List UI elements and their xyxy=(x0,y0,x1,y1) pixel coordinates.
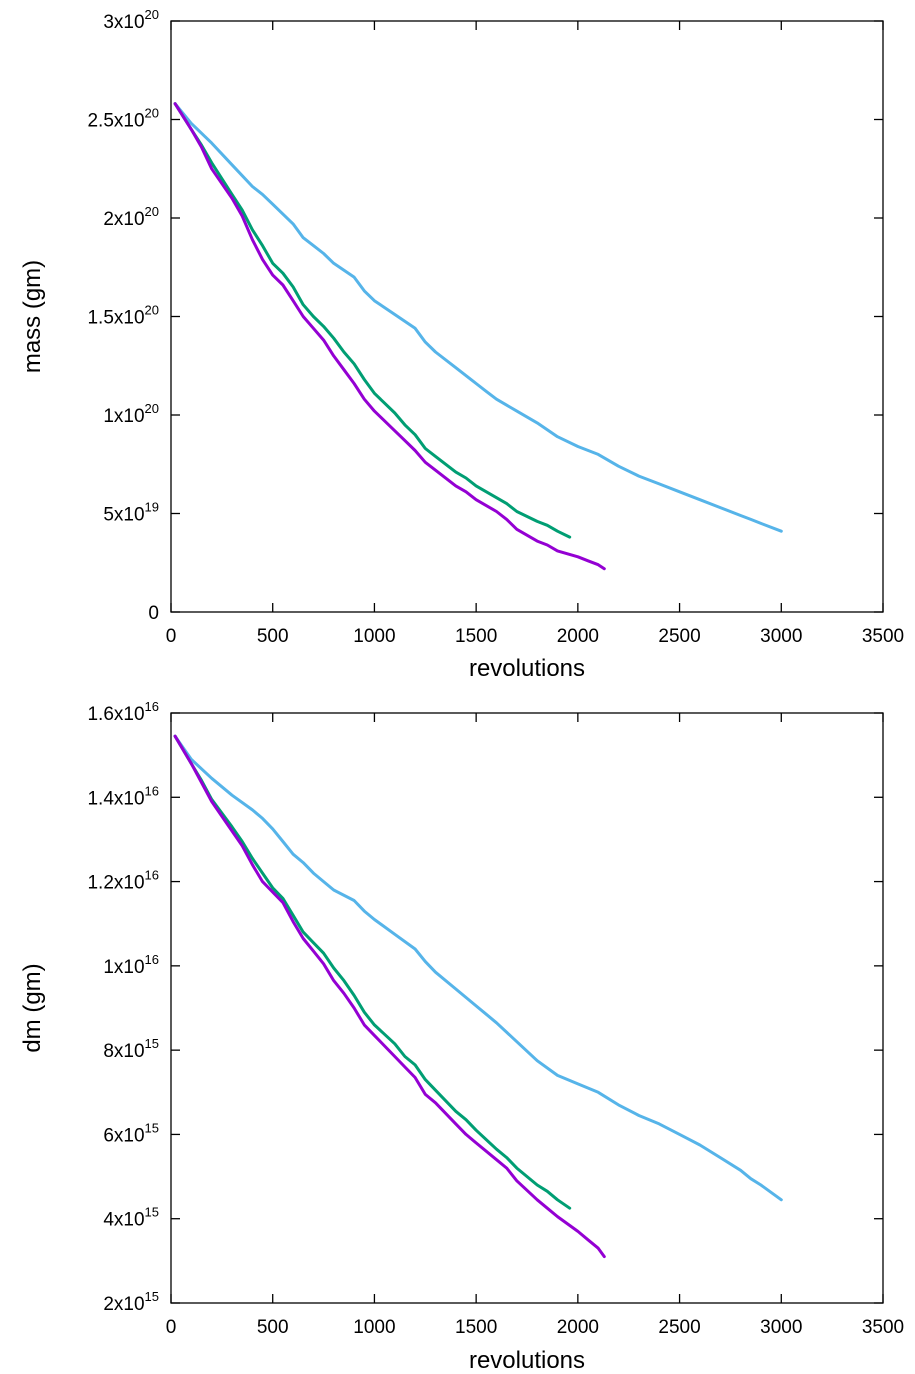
series-line-2 xyxy=(173,734,606,1259)
y-tick-label: 1x1016 xyxy=(103,952,159,978)
x-tick-label: 2500 xyxy=(658,626,700,647)
y-tick-label: 1.5x1020 xyxy=(87,303,159,329)
y-tick-label: 2x1020 xyxy=(103,204,159,230)
y-tick-label: 1x1020 xyxy=(103,401,159,427)
x-axis-label: revolutions xyxy=(469,1347,585,1374)
y-tick-mantissa: 2x10 xyxy=(103,209,144,230)
series-line-0 xyxy=(173,734,783,1202)
y-tick-label: 4x1015 xyxy=(103,1205,159,1231)
y-tick-exponent: 15 xyxy=(145,1036,159,1051)
x-tick-label: 500 xyxy=(257,1317,289,1338)
y-tick-exponent: 19 xyxy=(145,500,159,515)
x-tick-label: 1000 xyxy=(353,1317,395,1338)
y-tick-mantissa: 2.5x10 xyxy=(87,111,144,132)
y-tick-mantissa: 0 xyxy=(148,603,159,624)
y-tick-exponent: 15 xyxy=(145,1289,159,1304)
y-tick-mantissa: 3x10 xyxy=(103,12,144,33)
y-tick-exponent: 16 xyxy=(145,699,159,714)
y-tick-label: 0 xyxy=(148,603,159,624)
y-tick-mantissa: 1.6x10 xyxy=(87,704,144,725)
plot-frame xyxy=(170,712,884,1304)
y-tick-exponent: 15 xyxy=(145,1120,159,1135)
y-tick-label: 2x1015 xyxy=(103,1289,159,1315)
y-tick-mantissa: 1.2x10 xyxy=(87,873,144,894)
x-tick-label: 500 xyxy=(257,626,289,647)
mass-chart: 0 500 1000 1500 2000 2500 3000 350005x10191x102… xyxy=(19,7,904,682)
y-tick-exponent: 20 xyxy=(145,7,159,22)
y-tick-mantissa: 1x10 xyxy=(103,406,144,427)
y-tick-label: 1.2x1016 xyxy=(87,868,159,894)
x-tick-label: 3000 xyxy=(760,626,802,647)
x-tick-label: 2000 xyxy=(557,626,599,647)
y-tick-mantissa: 2x10 xyxy=(103,1294,144,1315)
y-axis-label: dm (gm) xyxy=(19,963,46,1052)
y-tick-exponent: 20 xyxy=(145,106,159,121)
y-tick-label: 2.5x1020 xyxy=(87,106,159,132)
x-tick-label: 3500 xyxy=(862,626,904,647)
y-tick-exponent: 16 xyxy=(145,868,159,883)
y-tick-label: 1.6x1016 xyxy=(87,699,159,725)
x-tick-label: 0 xyxy=(166,1317,177,1338)
y-tick-label: 6x1015 xyxy=(103,1120,159,1146)
series-line-0 xyxy=(173,102,783,533)
dm-chart: 0 500 1000 1500 2000 2500 3000 35002x10154x1015… xyxy=(19,699,904,1374)
x-tick-label: 1500 xyxy=(455,626,497,647)
y-axis-label: mass (gm) xyxy=(19,260,46,373)
x-tick-label: 1000 xyxy=(353,626,395,647)
y-tick-label: 3x1020 xyxy=(103,7,159,33)
x-axis-label: revolutions xyxy=(469,655,585,682)
plot-frame xyxy=(170,20,884,613)
y-tick-label: 5x1019 xyxy=(103,500,159,526)
y-tick-exponent: 16 xyxy=(145,952,159,967)
series-line-1 xyxy=(173,734,572,1210)
series-line-1 xyxy=(173,102,572,539)
y-tick-mantissa: 5x10 xyxy=(103,505,144,526)
y-tick-label: 8x1015 xyxy=(103,1036,159,1062)
y-tick-mantissa: 4x10 xyxy=(103,1210,144,1231)
y-tick-mantissa: 1x10 xyxy=(103,957,144,978)
y-tick-exponent: 20 xyxy=(145,401,159,416)
y-tick-exponent: 16 xyxy=(145,783,159,798)
x-tick-label: 3000 xyxy=(760,1317,802,1338)
y-tick-label: 1.4x1016 xyxy=(87,783,159,809)
x-tick-label: 2000 xyxy=(557,1317,599,1338)
y-tick-mantissa: 1.4x10 xyxy=(87,788,144,809)
x-tick-label: 1500 xyxy=(455,1317,497,1338)
y-tick-exponent: 20 xyxy=(145,303,159,318)
y-tick-exponent: 15 xyxy=(145,1205,159,1220)
y-tick-mantissa: 8x10 xyxy=(103,1041,144,1062)
x-tick-label: 2500 xyxy=(658,1317,700,1338)
x-tick-label: 3500 xyxy=(862,1317,904,1338)
y-tick-mantissa: 6x10 xyxy=(103,1125,144,1146)
y-tick-exponent: 20 xyxy=(145,204,159,219)
x-tick-label: 0 xyxy=(166,626,177,647)
series-line-2 xyxy=(173,102,606,571)
y-tick-mantissa: 1.5x10 xyxy=(87,308,144,329)
